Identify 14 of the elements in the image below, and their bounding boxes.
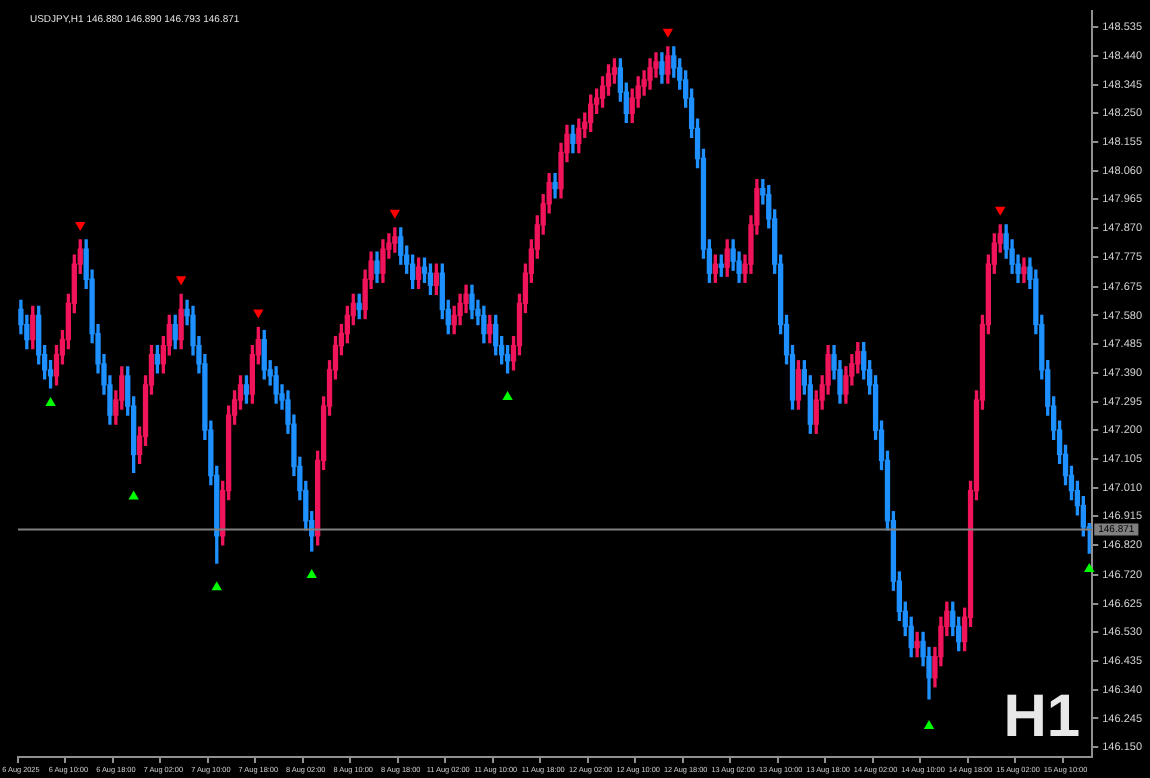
point (306, 569, 317, 579)
point (211, 581, 222, 591)
point (253, 309, 264, 319)
point (175, 276, 187, 286)
annotation: H1 (1003, 683, 1081, 750)
point (45, 397, 56, 407)
point (662, 28, 674, 38)
point (389, 209, 401, 219)
point (923, 720, 935, 730)
point (128, 490, 139, 500)
point (502, 390, 513, 400)
point (995, 206, 1006, 216)
point (1084, 563, 1095, 573)
point (75, 221, 86, 231)
